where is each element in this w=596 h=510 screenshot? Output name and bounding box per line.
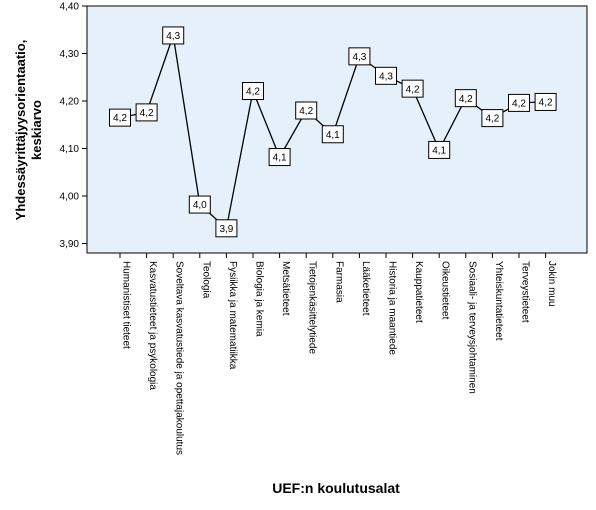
data-label-box [215,219,238,238]
data-point: 4,2 [242,82,264,101]
x-tick-label: Tietojenkäsittelytiede [307,261,318,354]
data-label-box [188,195,211,214]
x-tick-label: Lääketieteet [360,261,371,316]
data-label: 4,2 [406,84,420,95]
x-tick-label: Teologia [200,261,211,299]
x-axis-title: UEF:n koulutusalat [272,480,400,496]
data-point: 4,3 [162,26,185,45]
data-label: 4,2 [113,113,127,124]
data-point: 4,1 [268,148,291,167]
x-tick-label: Jokin muu [546,261,557,307]
data-point: 4,2 [454,89,477,108]
y-tick-label: 4,30 [60,49,80,60]
data-label: 4,1 [273,153,287,164]
data-label: 4,3 [352,52,366,63]
data-label-box [428,140,451,159]
data-label-box [481,109,504,128]
y-tick-label: 3,90 [60,239,80,250]
x-axis: Humanistiset tieteet Kasvatustieteet ja p… [119,253,557,455]
data-label: 4,2 [459,94,473,105]
y-axis: 3,90 4,00 4,10 4,20 4,30 4,40 [60,2,87,250]
x-tick-label: Biologia ja kemia [254,261,265,337]
data-point: 4,2 [109,108,131,127]
data-label: 4,2 [512,99,526,110]
data-label-box [321,125,344,144]
data-label-box [534,92,557,111]
x-tick-label: Historia ja maantiede [387,261,398,355]
data-label-box [454,89,477,108]
y-axis-title-line1: Yhdessäyrittäjyysorientaatio, [13,40,28,221]
data-point: 4,2 [401,79,424,98]
data-labels: 4,2 4,2 4,3 4,0 3,9 4,2 4,1 4,2 4,1 4,3 4,3 4,2 4,1 4… [109,26,557,238]
data-label: 4,3 [166,31,180,42]
y-tick-label: 4,20 [60,97,80,108]
data-label-box [375,66,397,85]
y-tick-label: 4,10 [60,144,80,155]
data-label-box [162,26,185,45]
data-label: 4,0 [193,200,207,211]
y-tick-label: 4,40 [60,2,80,13]
data-label: 4,1 [432,146,446,157]
data-label: 4,2 [140,108,154,119]
data-label: 4,2 [485,114,499,125]
data-point: 4,2 [508,93,530,112]
data-point: 4,3 [375,66,397,85]
x-tick-label: Yhteiskuntatieteet [493,261,504,341]
data-label-box [348,47,371,66]
data-point: 4,2 [295,101,318,120]
data-label-box [295,101,318,120]
data-point: 4,2 [135,103,158,122]
x-tick-label: Humanistiset tieteet [121,261,132,349]
data-label-box [268,148,291,167]
data-label: 4,2 [539,98,553,109]
data-label: 4,2 [299,106,313,117]
data-label: 4,1 [326,130,340,141]
data-point: 4,2 [481,109,504,128]
x-tick-label: Terveystieteet [520,261,531,323]
y-tick-label: 4,00 [60,192,80,203]
data-label: 4,2 [246,87,260,98]
data-label-box [242,82,264,101]
x-tick-label: Kauppatieteet [413,261,424,323]
data-label: 4,3 [379,71,393,82]
x-tick-label: Fysiikka ja matematiikka [227,261,238,370]
data-label-box [135,103,158,122]
data-point: 4,1 [321,125,344,144]
data-point: 4,3 [348,47,371,66]
data-label-box [401,79,424,98]
x-tick-label: Soveltava kasvatustiede ja opettajakoulu… [174,261,185,455]
data-point: 4,1 [428,140,451,159]
x-tick-label: Kasvatustieteet ja psykologia [147,261,158,390]
data-point: 4,2 [534,92,557,111]
x-tick-label: Farmasia [333,261,344,303]
x-tick-label: Sosiaali- ja terveysjohtaminen [466,261,477,394]
data-label: 3,9 [219,224,233,235]
y-axis-title-line2: keskiarvo [29,100,44,160]
x-tick-label: Metsätieteet [280,261,291,316]
x-tick-label: Oikeustieteet [440,261,451,320]
data-label-box [109,108,131,127]
data-point: 3,9 [215,219,238,238]
data-label-box [508,93,530,112]
data-point: 4,0 [188,195,211,214]
